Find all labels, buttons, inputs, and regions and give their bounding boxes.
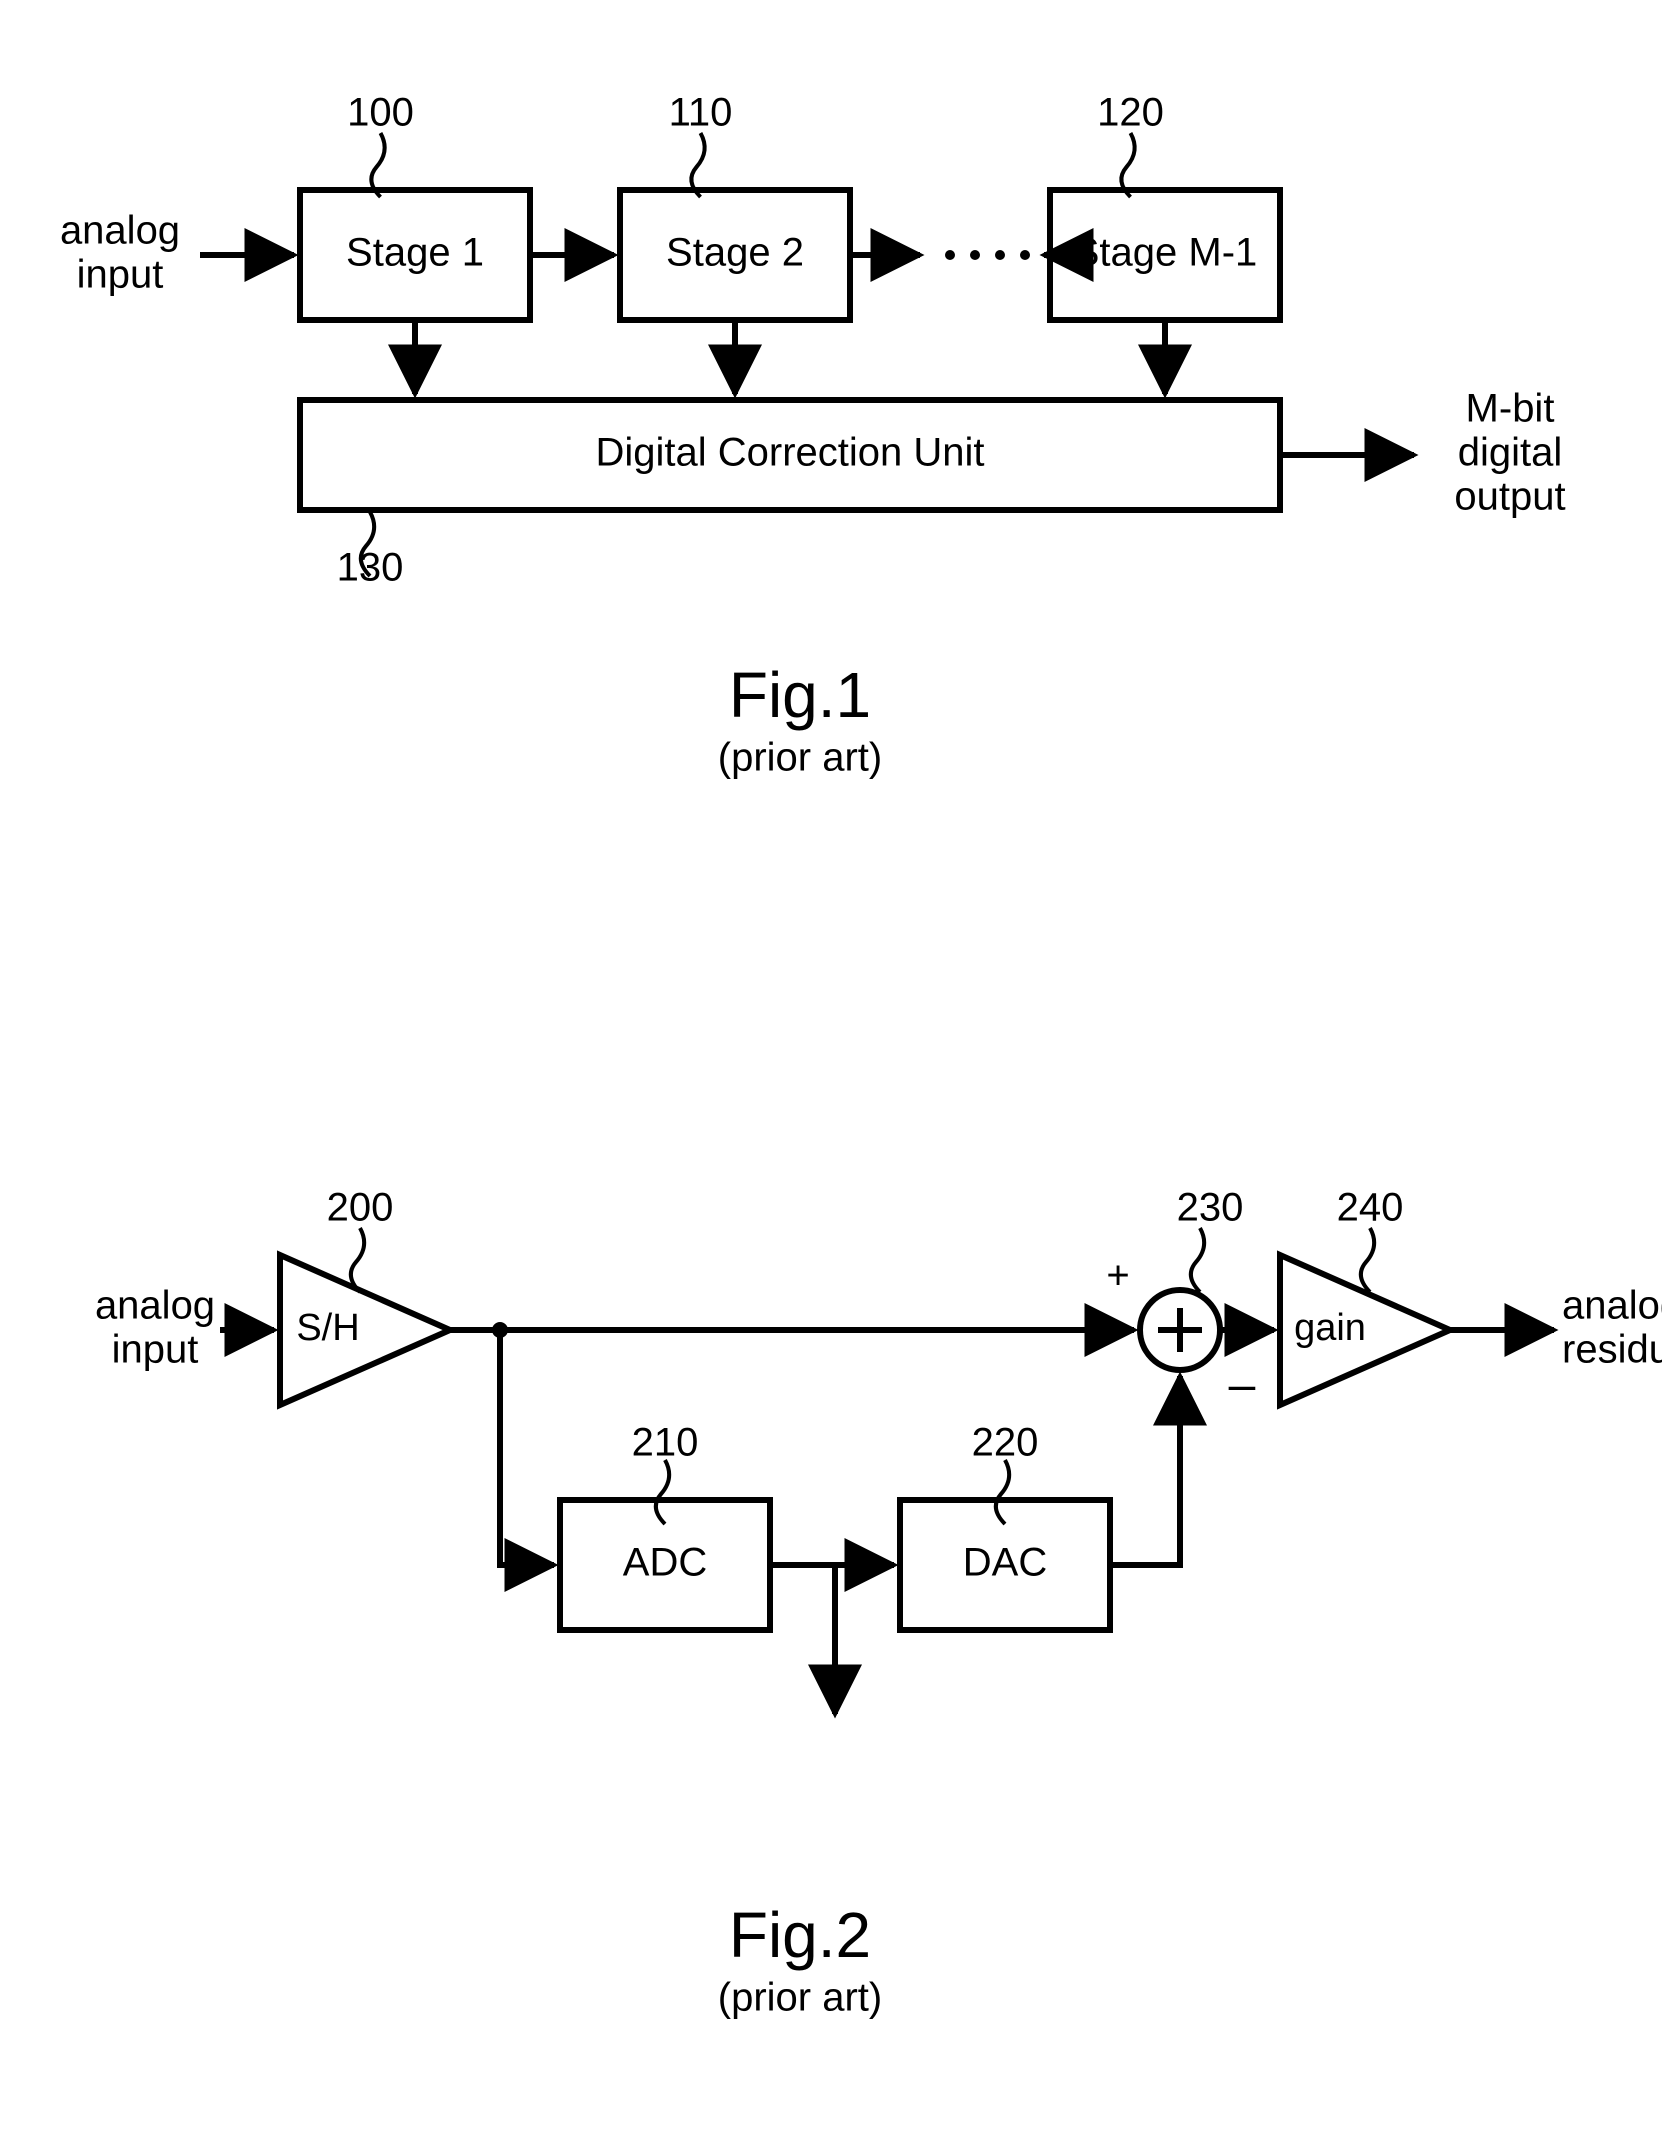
fig2-sum-ref: 230 [1177, 1186, 1244, 1230]
fig2-junc-adc-arrow [500, 1330, 554, 1565]
fig2-sh-squiggle [351, 1228, 364, 1292]
fig1-stage-1-ref: 100 [347, 91, 414, 135]
fig1-ellipsis-dot [1020, 250, 1030, 260]
fig1-dcu-label: Digital Correction Unit [595, 431, 984, 475]
fig2-adc-label: ADC [623, 1541, 707, 1585]
fig1-ellipsis-dot [970, 250, 980, 260]
fig1-out-label-1: M-bit [1466, 387, 1555, 431]
fig2-caption: Fig.2 [729, 1899, 871, 1971]
fig1-input-label-2: input [77, 253, 164, 297]
fig1-out-label-3: output [1454, 475, 1565, 519]
fig1-ellipsis-dot [995, 250, 1005, 260]
fig1-input-label-1: analog [60, 209, 180, 253]
fig2-sum-plus-label: + [1106, 1254, 1129, 1298]
diagram-canvas: analoginputStage 1100Stage 2110Stage M-1… [0, 0, 1662, 2131]
fig2-out-label-1: analog [1562, 1284, 1662, 1328]
fig1-dcu-ref: 130 [337, 546, 404, 590]
fig2-input-label-1: analog [95, 1284, 215, 1328]
fig1-caption: Fig.1 [729, 659, 871, 731]
fig1-out-label-2: digital [1458, 431, 1563, 475]
fig1-stage-3-ref: 120 [1097, 91, 1164, 135]
fig1-ellipsis-dot [945, 250, 955, 260]
fig2-adc-ref: 210 [632, 1421, 699, 1465]
fig2-subcaption: (prior art) [718, 1976, 882, 2020]
fig2-sum-minus-label: – [1229, 1359, 1256, 1412]
fig2-gain-ref: 240 [1337, 1186, 1404, 1230]
fig2-out-label-2: residue [1562, 1328, 1662, 1372]
fig2-dac-sum-arrow [1110, 1376, 1180, 1565]
fig1-stage-1-label: Stage 1 [346, 231, 484, 275]
fig1-stage-3-label: Stage M-1 [1073, 231, 1258, 275]
fig2-sh-ref: 200 [327, 1186, 394, 1230]
fig2-dac-label: DAC [963, 1541, 1047, 1585]
fig2-gain-label: gain [1294, 1307, 1366, 1349]
fig2-sum-squiggle [1191, 1228, 1204, 1292]
fig1-stage-2-label: Stage 2 [666, 231, 804, 275]
fig2-sh-label: S/H [296, 1307, 359, 1349]
fig2-dac-ref: 220 [972, 1421, 1039, 1465]
fig2-input-label-2: input [112, 1328, 199, 1372]
fig1-stage-2-ref: 110 [669, 91, 733, 135]
fig1-subcaption: (prior art) [718, 736, 882, 780]
fig2-gain-squiggle [1361, 1228, 1374, 1292]
